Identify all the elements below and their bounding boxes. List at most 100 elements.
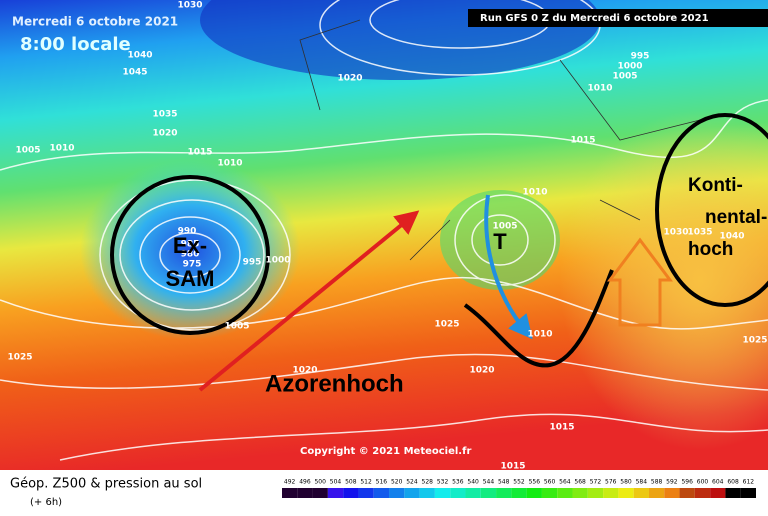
colorbar-tick: 576	[605, 479, 617, 486]
isobar-label: 1005	[224, 322, 249, 332]
colorbar-tick: 560	[544, 479, 556, 486]
colorbar-swatch	[664, 488, 680, 498]
colorbar-tick: 496	[299, 479, 311, 486]
colorbar-tick: 548	[498, 479, 510, 486]
colorbar-tick: 524	[406, 479, 418, 486]
legend-title: Géop. Z500 & pression au sol	[10, 477, 202, 492]
colorbar-tick: 552	[513, 479, 525, 486]
colorbar-tick: 504	[330, 479, 342, 486]
colorbar-swatch	[541, 488, 558, 498]
colorbar-swatch	[312, 488, 328, 498]
map-date: Mercredi 6 octobre 2021	[12, 15, 178, 29]
colorbar-tick: 512	[360, 479, 372, 486]
isobar-label: 1010	[527, 330, 552, 340]
isobar-label: 1015	[187, 148, 212, 158]
trough-core	[440, 190, 560, 290]
isobar-label: 975	[183, 260, 202, 270]
isobar-label: 1015	[570, 136, 595, 146]
warm-ridge-arrow	[607, 237, 673, 327]
colorbar-tick: 544	[483, 479, 495, 486]
continental-high-label: hoch	[688, 239, 733, 260]
colorbar-swatch	[633, 488, 649, 498]
isobar-label: 1015	[549, 423, 574, 433]
colorbar-swatch	[358, 488, 374, 498]
continental-high-label: nental-	[705, 207, 767, 228]
colorbar-tick: 572	[590, 479, 602, 486]
isobar-label: 1025	[742, 336, 767, 346]
isobar-label: 1030	[663, 228, 688, 238]
colorbar-swatch	[557, 488, 573, 498]
colorbar-swatch	[465, 488, 481, 498]
copyright: Copyright © 2021 Meteociel.fr	[300, 446, 471, 457]
colorbar-tick: 536	[452, 479, 464, 486]
colorbar-swatch	[740, 488, 756, 498]
forecast-step: (+ 6h)	[30, 497, 62, 508]
map-time: 8:00 locale	[20, 34, 131, 55]
isobar-label: 1020	[337, 74, 362, 84]
colorbar-tick: 508	[345, 479, 357, 486]
colorbar-swatch	[373, 488, 390, 498]
colorbar-tick: 528	[422, 479, 434, 486]
isobar-label: 1020	[292, 366, 317, 376]
isobars	[0, 0, 768, 460]
low-label: Ex-	[173, 233, 207, 258]
isobar-label: 1000	[265, 256, 290, 266]
colorbar-swatch	[282, 488, 298, 498]
low-core	[80, 160, 300, 340]
colorbar-tick: 604	[712, 479, 724, 486]
colorbar-swatch	[725, 488, 741, 498]
colorbar-swatch	[389, 488, 405, 498]
isobar-label: 995	[631, 52, 650, 62]
colorbar-tick: 580	[620, 479, 632, 486]
colorbar-swatch	[587, 488, 604, 498]
colorbar-tick: 532	[437, 479, 449, 486]
colorbar-tick: 596	[681, 479, 693, 486]
isobar-label: 1020	[152, 129, 177, 139]
colorbar-tick: 612	[743, 479, 755, 486]
isobar-label: 1010	[49, 144, 74, 154]
isobar-label: 1040	[127, 51, 152, 61]
colorbar-swatch	[526, 488, 542, 498]
colorbar-swatch	[648, 488, 665, 498]
colorbar-swatch	[694, 488, 711, 498]
colorbar-tick: 556	[529, 479, 541, 486]
colorbar-tick: 600	[697, 479, 709, 486]
colorbar-swatch	[450, 488, 466, 498]
coastlines	[299, 19, 701, 261]
isobar-label: 1010	[587, 84, 612, 94]
isobar-label: 1015	[500, 462, 525, 472]
colorbar-swatch	[343, 488, 359, 498]
isobar-label: 990	[178, 227, 197, 237]
azores-high-label: Azorenhoch	[265, 370, 404, 397]
colorbar-swatch	[327, 488, 344, 498]
colorbar-swatch	[572, 488, 588, 498]
colorbar-swatch	[710, 488, 726, 498]
colorbar-swatch	[404, 488, 420, 498]
isobar-label: 1025	[434, 320, 459, 330]
colorbar-swatch	[618, 488, 634, 498]
isobar-label: 1000	[617, 62, 642, 72]
isobar-label: 1020	[469, 366, 494, 376]
isobar-label: 1040	[719, 232, 744, 242]
isobar-label: 985	[181, 240, 200, 250]
colorbar-tick: 540	[467, 479, 479, 486]
low-label: SAM	[166, 266, 215, 291]
colorbar-tick: 520	[391, 479, 403, 486]
colorbar-swatch	[496, 488, 512, 498]
high-circle	[655, 113, 768, 307]
colorbar-tick: 564	[559, 479, 571, 486]
colorbar-swatch	[679, 488, 695, 498]
run-info: Run GFS 0 Z du Mercredi 6 octobre 2021	[480, 13, 709, 24]
colorbar-tick: 608	[727, 479, 739, 486]
isobar-label: 1010	[522, 188, 547, 198]
colorbar-swatch	[480, 488, 497, 498]
isobar-label: 1035	[687, 228, 712, 238]
isobar-label: 995	[243, 258, 262, 268]
colorbar-tick: 568	[574, 479, 586, 486]
isobar-label: 1025	[7, 353, 32, 363]
run-box	[468, 9, 768, 27]
colorbar-tick: 516	[376, 479, 388, 486]
isobar-label: 1005	[15, 146, 40, 156]
